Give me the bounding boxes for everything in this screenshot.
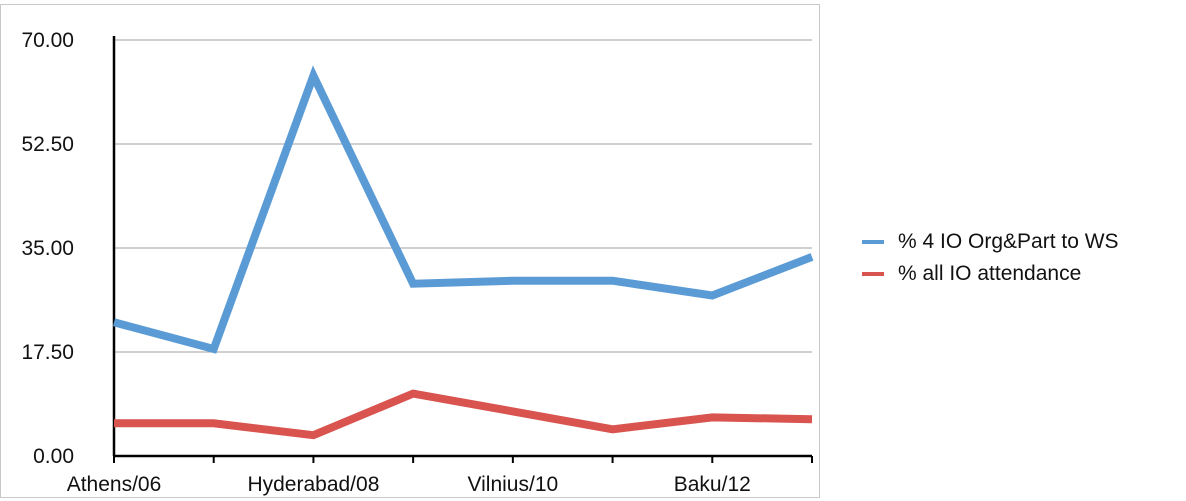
x-tick-label: Hyderabad/08 [247,473,379,496]
x-tick-label: Baku/12 [674,473,751,496]
x-tick-label: Vilnius/10 [468,473,559,496]
legend-label-series-2: % all IO attendance [898,262,1082,285]
y-tick-label: 52.50 [21,133,74,156]
chart-frame [0,4,820,498]
legend-item-series-1: % 4 IO Org&Part to WS [862,226,1119,258]
y-tick-label: 70.00 [21,29,74,52]
y-tick-label: 17.50 [21,341,74,364]
y-tick-label: 35.00 [21,237,74,260]
legend-item-series-2: % all IO attendance [862,258,1119,290]
chart-legend: % 4 IO Org&Part to WS % all IO attendanc… [862,226,1119,290]
y-tick-label: 0.00 [33,445,74,468]
series-line-2 [114,389,813,440]
series-line-1 [112,65,814,354]
legend-label-series-1: % 4 IO Org&Part to WS [898,230,1119,253]
legend-swatch-series-1 [862,240,884,244]
legend-swatch-series-2 [862,272,884,276]
x-tick-label: Athens/06 [67,473,162,496]
